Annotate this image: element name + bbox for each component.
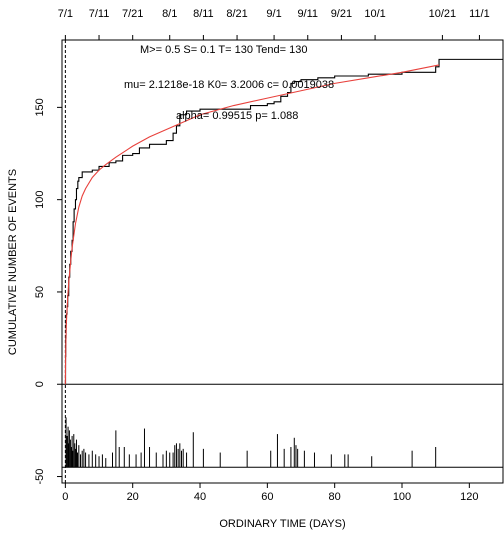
top-date-label: 7/11 <box>89 8 110 20</box>
top-date-label: 9/1 <box>266 8 281 20</box>
x-axis-title: ORDINARY TIME (DAYS) <box>219 518 345 530</box>
top-date-label: 8/11 <box>193 8 214 20</box>
top-date-label: 11/1 <box>469 8 490 20</box>
y-tick-label: 0 <box>34 381 46 387</box>
top-date-label: 10/1 <box>364 8 385 20</box>
top-date-label: 7/21 <box>122 8 143 20</box>
x-tick-label: 120 <box>460 491 478 503</box>
y-tick-label: 50 <box>34 286 46 298</box>
plot-frame <box>61 39 504 484</box>
top-date-label: 8/1 <box>162 8 177 20</box>
labels-layer: 0 20 40 60 80 100 120 -50 0 50 100 150 7/1 7/11 7/21 8/… <box>34 8 490 503</box>
magnitude-bars <box>65 417 437 468</box>
y-tick-label: 100 <box>34 190 46 208</box>
x-tick-label: 100 <box>393 491 411 503</box>
series-layer <box>64 58 503 385</box>
x-tick-label: 20 <box>127 491 139 503</box>
model-fit-line <box>64 64 440 385</box>
y-axis-title: CUMULATIVE NUMBER OF EVENTS <box>7 169 19 355</box>
observed-cumulative-line <box>64 58 503 385</box>
top-date-label: 7/1 <box>58 8 73 20</box>
x-tick-label: 40 <box>194 491 206 503</box>
x-tick-label: 0 <box>62 491 68 503</box>
annotation-text: alpha= 0.99515 p= 1.088 <box>176 110 298 122</box>
y-tick-label: -50 <box>34 469 46 485</box>
annotations: M>= 0.5 S= 0.1 T= 130 Tend= 130 mu= 2.121… <box>124 44 334 122</box>
x-tick-label: 60 <box>261 491 273 503</box>
top-date-label: 8/21 <box>226 8 247 20</box>
y-tick-label: 150 <box>34 98 46 116</box>
axes-group <box>57 35 504 488</box>
top-date-label: 9/21 <box>331 8 352 20</box>
top-date-label: 10/21 <box>429 8 457 20</box>
top-date-label: 9/11 <box>297 8 318 20</box>
annotation-text: M>= 0.5 S= 0.1 T= 130 Tend= 130 <box>140 44 307 56</box>
x-tick-label: 80 <box>329 491 341 503</box>
annotation-text: mu= 2.1218e-18 K0= 3.2006 c= 0.0019038 <box>124 79 334 91</box>
